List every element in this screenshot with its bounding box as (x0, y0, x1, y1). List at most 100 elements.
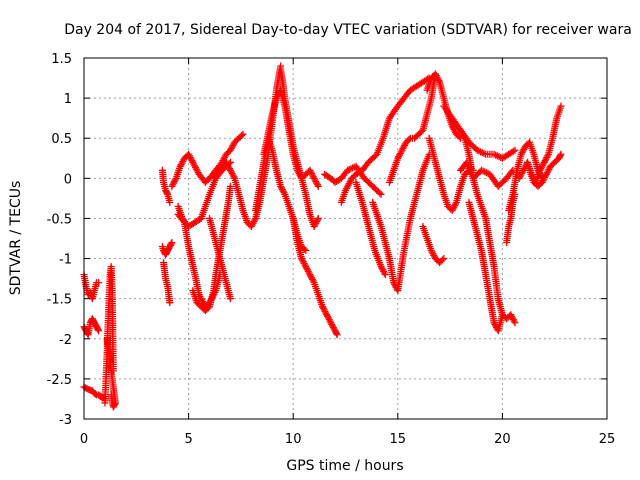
data-point (378, 264, 386, 272)
data-point (556, 152, 564, 160)
data-point (304, 267, 312, 275)
series-trace-30 (457, 158, 517, 190)
data-point (541, 174, 549, 182)
data-point (212, 170, 220, 178)
data-point (227, 145, 235, 153)
data-point (313, 218, 321, 226)
data-point (224, 161, 232, 169)
data-point (518, 170, 526, 178)
data-point (483, 169, 491, 177)
data-point (498, 311, 506, 319)
data-point (185, 150, 193, 158)
data-point (544, 167, 552, 175)
series-trace-21 (352, 178, 389, 279)
data-point (314, 182, 322, 190)
data-point (450, 125, 458, 133)
data-point (321, 308, 329, 316)
data-point (311, 221, 319, 229)
x-tick-label: 25 (599, 432, 616, 447)
data-point (277, 184, 285, 192)
data-point (438, 256, 446, 264)
data-point (247, 222, 255, 230)
data-point (448, 122, 456, 130)
data-point (309, 277, 317, 285)
data-point (493, 152, 501, 160)
data-point (307, 272, 315, 280)
data-point (477, 148, 485, 156)
data-point (228, 143, 236, 151)
data-point (395, 153, 403, 161)
data-point (226, 165, 234, 173)
data-point (398, 146, 406, 154)
data-point (107, 391, 115, 399)
series-trace-33 (526, 150, 565, 190)
data-point (380, 269, 388, 277)
data-point (433, 73, 441, 81)
data-point (517, 150, 525, 158)
data-point (295, 170, 303, 178)
data-point (557, 102, 565, 110)
y-tick-label: 1 (64, 92, 72, 107)
data-point (278, 186, 286, 194)
data-point (249, 219, 257, 227)
data-point (94, 325, 102, 333)
y-tick-label: 0 (64, 172, 72, 187)
data-point (298, 255, 306, 263)
data-point (308, 275, 316, 283)
data-point (400, 141, 408, 149)
data-point (226, 166, 234, 174)
data-point (324, 312, 332, 320)
data-point (511, 146, 519, 154)
data-point (309, 173, 317, 181)
data-point (435, 76, 443, 84)
data-point (298, 256, 306, 264)
data-point (279, 187, 287, 195)
data-point (179, 157, 187, 165)
data-point (519, 166, 527, 174)
data-point (329, 322, 337, 330)
series-trace-29 (440, 102, 519, 162)
y-tick-label: -2.5 (47, 373, 72, 388)
series-trace-23 (385, 70, 439, 186)
data-point (186, 153, 194, 161)
data-point (377, 263, 385, 271)
data-point (239, 130, 247, 138)
data-point (432, 72, 440, 80)
data-point (328, 320, 336, 328)
data-point (308, 171, 316, 179)
data-point (332, 329, 340, 337)
data-point (396, 149, 404, 157)
series-trace-13 (206, 214, 234, 303)
data-point (210, 174, 218, 182)
data-point (515, 174, 523, 182)
x-tick-label: 20 (494, 432, 511, 447)
data-point (427, 247, 435, 255)
data-point (293, 166, 301, 174)
data-point (313, 179, 321, 187)
data-point (405, 136, 413, 144)
data-point (176, 162, 184, 170)
series-trace-12 (189, 182, 234, 315)
data-point (400, 143, 408, 151)
data-point (306, 271, 314, 279)
data-point (303, 266, 311, 274)
data-point (311, 176, 319, 184)
data-point (545, 166, 553, 174)
data-point (305, 269, 313, 277)
data-point (314, 214, 322, 222)
data-point (230, 173, 238, 181)
data-point (225, 163, 233, 171)
data-point (327, 319, 335, 327)
data-point (169, 181, 177, 189)
data-point (185, 152, 193, 160)
chart-title: Day 204 of 2017, Sidereal Day-to-day VTE… (64, 22, 632, 38)
data-point (511, 190, 519, 198)
data-point (229, 141, 237, 149)
data-point (166, 299, 174, 307)
data-point (326, 317, 334, 325)
data-point (475, 147, 483, 155)
data-point (211, 171, 219, 179)
data-point (431, 70, 439, 78)
data-point (543, 153, 551, 161)
series-trace-32 (515, 102, 565, 186)
